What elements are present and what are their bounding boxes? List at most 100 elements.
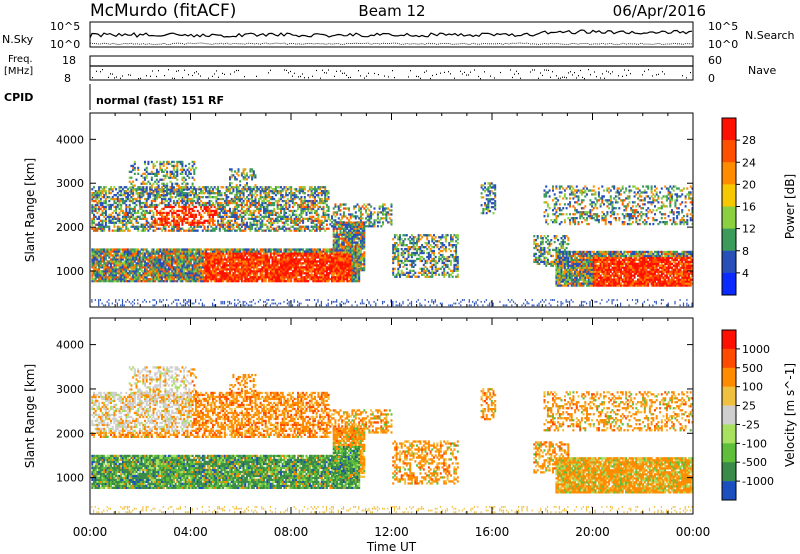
echo-cell (145, 274, 148, 277)
echo-cell (171, 268, 174, 271)
echo-cell (206, 190, 209, 193)
echo-cell (251, 217, 254, 220)
echo-cell (98, 199, 101, 203)
echo-cell (295, 213, 298, 216)
echo-cell (120, 205, 123, 209)
echo-cell (220, 217, 223, 220)
echo-cell (225, 203, 228, 207)
echo-cell (164, 260, 167, 263)
echo-cell (290, 250, 293, 253)
echo-cell (210, 209, 213, 213)
echo-cell (278, 278, 281, 281)
echo-cell (108, 229, 111, 232)
echo-cell (174, 272, 177, 275)
echo-cell (286, 256, 289, 259)
echo-cell (116, 199, 119, 203)
echo-cell (189, 190, 192, 193)
echo-cell (222, 221, 225, 224)
echo-cell (154, 194, 157, 197)
echo-cell (135, 203, 138, 207)
echo-cell (191, 280, 194, 283)
echo-cell (166, 270, 169, 273)
echo-cell (189, 280, 192, 283)
echo-cell (244, 278, 247, 281)
echo-cell (172, 201, 175, 205)
echo-cell (157, 252, 160, 255)
echo-cell (310, 225, 313, 228)
echo-cell (172, 272, 175, 275)
echo-cell (264, 209, 267, 213)
echo-cell (263, 254, 265, 257)
echo-cell (246, 209, 248, 213)
echo-cell (273, 254, 276, 257)
echo-cell (290, 264, 293, 267)
echo-cell (242, 196, 245, 199)
echo-cell (186, 192, 189, 195)
echo-cell (298, 221, 301, 224)
echo-cell (191, 266, 194, 269)
echo-cell (191, 252, 194, 255)
echo-cell (334, 247, 337, 250)
echo-cell (303, 276, 306, 279)
echo-cell (149, 209, 152, 213)
echo-cell (205, 209, 208, 213)
echo-cell (203, 248, 206, 251)
echo-cell (184, 192, 187, 195)
echo-cell (178, 203, 180, 207)
echo-cell (305, 254, 308, 257)
echo-cell (108, 199, 111, 203)
echo-cell (178, 248, 180, 251)
echo-cell (281, 190, 284, 193)
echo-cell (331, 258, 333, 261)
echo-cell (239, 190, 242, 193)
echo-cell (191, 192, 194, 195)
echo-cell (155, 219, 158, 222)
echo-cell (276, 205, 279, 209)
echo-cell (218, 192, 221, 195)
echo-cell (127, 260, 129, 263)
echo-cell (314, 190, 316, 193)
echo-cell (145, 192, 148, 195)
echo-cell (276, 190, 279, 193)
echo-cell (201, 190, 204, 193)
echo-cell (128, 211, 131, 215)
echo-cell (325, 213, 328, 216)
echo-cell (181, 219, 184, 222)
echo-cell (103, 258, 106, 261)
echo-cell (176, 190, 179, 193)
echo-cell (225, 266, 228, 269)
echo-cell (188, 248, 191, 251)
echo-cell (174, 268, 177, 271)
echo-cell (210, 213, 213, 216)
echo-cell (186, 266, 189, 269)
echo-cell (263, 199, 265, 203)
echo-cell (300, 201, 303, 205)
echo-cell (198, 188, 201, 191)
echo-cell (254, 176, 257, 179)
echo-cell (208, 203, 211, 207)
echo-cell (268, 188, 271, 191)
echo-cell (152, 258, 155, 261)
echo-cell (310, 278, 313, 281)
echo-cell (229, 211, 231, 215)
echo-cell (157, 268, 160, 271)
echo-cell (142, 194, 145, 197)
echo-cell (171, 164, 174, 168)
echo-cell (252, 268, 255, 271)
echo-cell (286, 254, 289, 257)
nave-point (208, 77, 209, 79)
echo-cell (184, 217, 187, 220)
echo-cell (159, 162, 162, 166)
echo-cell (308, 262, 311, 265)
echo-cell (273, 248, 276, 251)
echo-cell (317, 205, 320, 209)
echo-cell (325, 254, 328, 257)
echo-cell (149, 227, 152, 230)
echo-cell (161, 270, 163, 273)
echo-cell (176, 219, 179, 222)
echo-cell (203, 203, 206, 207)
echo-cell (116, 225, 119, 228)
echo-cell (246, 258, 248, 261)
echo-cell (314, 188, 316, 191)
echo-cell (215, 192, 218, 195)
